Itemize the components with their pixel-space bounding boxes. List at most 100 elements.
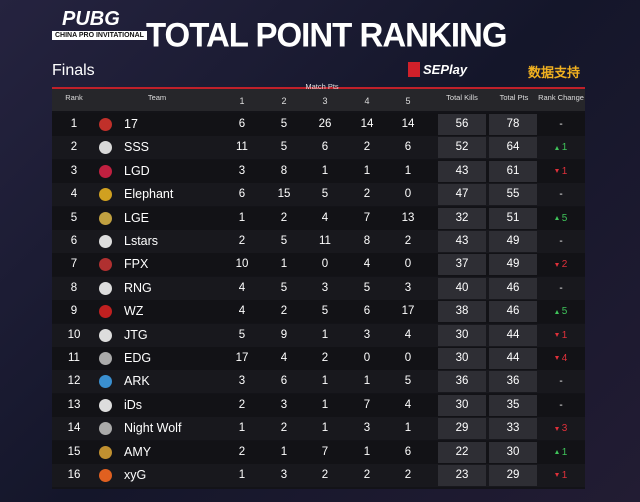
- team-logo: [99, 352, 112, 365]
- match-pts: 10: [235, 258, 249, 271]
- logo-sub: CHINA PRO INVITATIONAL: [52, 31, 147, 40]
- table-row: 15 AMY 2 1 7 1 6 22 30 1: [52, 440, 585, 464]
- total-pts: 35: [489, 394, 537, 416]
- col-change: Rank Change: [538, 93, 584, 102]
- team-name: xyG: [124, 468, 147, 482]
- total-pts: 29: [489, 465, 537, 486]
- team-name: RNG: [124, 280, 152, 295]
- team-logo: [99, 398, 112, 412]
- match-pts: 17: [235, 352, 249, 364]
- change-arrow: [554, 169, 559, 174]
- change-text: -: [559, 399, 563, 411]
- total-kills: 29: [438, 418, 486, 440]
- table-row: 16 xyG 1 3 2 2 2 23 29 1: [52, 464, 585, 487]
- match-pts: 2: [363, 141, 371, 154]
- match-pts: 2: [238, 235, 246, 247]
- col-kills: Total Kills: [446, 93, 478, 102]
- team-name: Night Wolf: [124, 421, 182, 436]
- total-pts: 44: [489, 324, 537, 346]
- match-pts: 3: [363, 422, 371, 435]
- team-name: Lstars: [124, 234, 159, 248]
- change-text: -: [559, 376, 563, 388]
- match-pts: 4: [321, 211, 329, 224]
- match-pts: 0: [404, 352, 412, 364]
- match-pts: 1: [404, 422, 412, 435]
- change-arrow: [554, 332, 559, 337]
- rank-change: 1: [540, 136, 582, 159]
- team-logo: [99, 281, 112, 295]
- total-pts: 49: [489, 231, 537, 252]
- rank: 4: [70, 188, 78, 201]
- match-pts: 11: [319, 235, 331, 247]
- rank-change: 3: [540, 417, 582, 440]
- match-pts: 6: [404, 445, 412, 458]
- match-pts: 6: [238, 118, 246, 130]
- match-pts: 7: [363, 211, 371, 224]
- total-kills: 56: [438, 114, 486, 135]
- rank-change: 1: [540, 160, 582, 183]
- match-pts: 2: [280, 422, 288, 435]
- match-pts: 15: [277, 188, 291, 201]
- table-row: 4 Elephant 6 15 5 2 0 47 55 -: [52, 183, 585, 207]
- total-kills: 40: [438, 277, 486, 299]
- col-match: 1: [239, 96, 245, 106]
- match-pts: 6: [321, 141, 329, 154]
- rank-change: 5: [540, 300, 582, 323]
- match-pts: 5: [238, 328, 246, 341]
- team-logo: [99, 211, 112, 225]
- total-pts: 61: [489, 160, 537, 182]
- total-pts: 55: [489, 184, 537, 206]
- rank: 12: [67, 375, 81, 388]
- match-pts: 14: [360, 118, 374, 130]
- total-kills: 30: [438, 324, 486, 346]
- table-row: 5 LGE 1 2 4 7 13 32 51 5: [52, 206, 585, 230]
- title: TOTAL POINT RANKING: [146, 15, 507, 54]
- header-row: Rank Team Match Pts 1 2 3 4 5 Total Kills Total P…: [52, 82, 585, 111]
- rank-change: -: [540, 230, 582, 253]
- rank-change: -: [540, 277, 582, 300]
- team-logo: [99, 422, 112, 436]
- match-pts: 4: [363, 258, 371, 271]
- rank: 5: [70, 211, 78, 224]
- total-pts: 44: [489, 348, 537, 369]
- change-text: 1: [561, 470, 568, 481]
- match-pts: 2: [363, 188, 371, 201]
- match-pts: 3: [321, 281, 329, 294]
- col-rank: Rank: [65, 93, 83, 102]
- table-row: 11 EDG 17 4 2 0 0 30 44 4: [52, 347, 585, 370]
- match-pts: 6: [238, 188, 246, 201]
- rank-change: -: [540, 113, 582, 136]
- match-pts: 5: [321, 188, 329, 201]
- match-pts: 11: [236, 141, 248, 154]
- match-pts: 2: [321, 469, 329, 481]
- match-pts: 1: [321, 328, 329, 341]
- team-logo: [99, 188, 112, 202]
- rank-change: 1: [540, 441, 582, 464]
- col-match: 2: [281, 96, 287, 106]
- match-pts: 1: [280, 258, 288, 271]
- match-pts: 8: [363, 235, 371, 247]
- rank-change: 2: [540, 253, 582, 276]
- match-pts: 2: [404, 235, 412, 247]
- subtitle: Finals: [52, 62, 95, 79]
- total-pts: 46: [489, 301, 537, 323]
- logo: PUBG: [62, 8, 120, 30]
- table-row: 14 Night Wolf 1 2 1 3 1 29 33 3: [52, 417, 585, 441]
- team-logo: [99, 375, 112, 389]
- change-arrow: [554, 145, 559, 150]
- rank-change: 4: [540, 347, 582, 370]
- match-pts: 5: [404, 375, 412, 388]
- match-pts: 13: [401, 211, 415, 224]
- total-pts: 64: [489, 137, 537, 159]
- match-pts: 4: [280, 352, 288, 364]
- match-pts: 7: [321, 445, 329, 458]
- rank: 10: [67, 328, 81, 341]
- col-match: 4: [364, 96, 370, 106]
- match-pts: 17: [401, 305, 415, 318]
- table-row: 7 FPX 10 1 0 4 0 37 49 2: [52, 253, 585, 277]
- match-pts: 5: [280, 141, 288, 154]
- table-row: 13 iDs 2 3 1 7 4 30 35 -: [52, 393, 585, 417]
- match-pts: 1: [363, 164, 371, 177]
- change-text: 1: [561, 142, 568, 154]
- match-pts: 5: [280, 235, 288, 247]
